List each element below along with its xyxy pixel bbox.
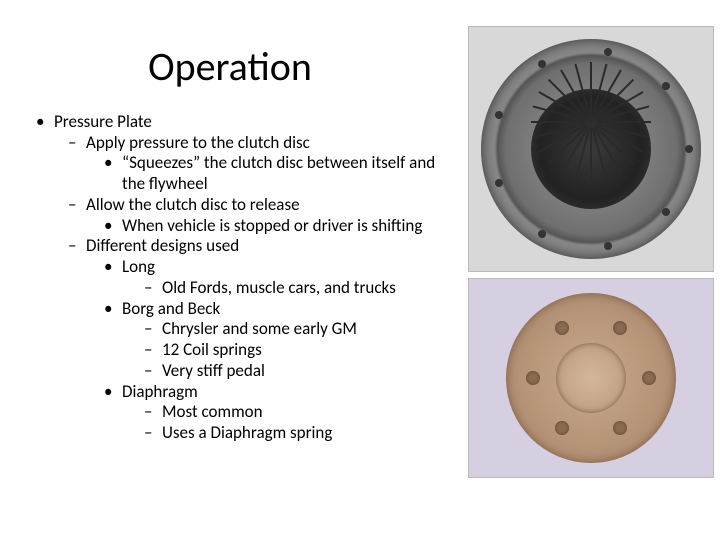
bullet-l3b-text: When vehicle is stopped or driver is shi… bbox=[122, 215, 422, 236]
bullet-l4: Most common bbox=[142, 402, 454, 423]
bullet-l3c1-text: Long bbox=[122, 256, 155, 277]
bullet-l2c-text: Different designs used bbox=[86, 235, 239, 256]
bullet-l2: Different designs used Long Old Fords, m… bbox=[66, 236, 454, 443]
pressure-plate-image-2 bbox=[468, 278, 714, 478]
bullet-l2: Apply pressure to the clutch disc “Squee… bbox=[66, 133, 454, 195]
bullet-l4c3b-text: Uses a Diaphragm spring bbox=[162, 422, 332, 443]
bullet-l4c3a-text: Most common bbox=[162, 401, 263, 422]
bullet-l3: Diaphragm Most common Uses a Diaphragm s… bbox=[102, 382, 454, 444]
bullet-l3: When vehicle is stopped or driver is shi… bbox=[102, 216, 454, 237]
content-area: Pressure Plate Apply pressure to the clu… bbox=[34, 112, 454, 444]
plate-graphic-2 bbox=[506, 293, 676, 463]
bullet-l4c2a-text: Chrysler and some early GM bbox=[162, 318, 357, 339]
bullet-l4: Uses a Diaphragm spring bbox=[142, 423, 454, 444]
bullet-l3: Borg and Beck Chrysler and some early GM… bbox=[102, 299, 454, 382]
bullet-l4: Old Fords, muscle cars, and trucks bbox=[142, 278, 454, 299]
bullet-l3c2-text: Borg and Beck bbox=[122, 298, 220, 319]
bullet-l4c2c-text: Very stiff pedal bbox=[162, 360, 265, 381]
bullet-l2: Allow the clutch disc to release When ve… bbox=[66, 195, 454, 236]
slide: Operation Pressure Plate Apply pressure … bbox=[0, 0, 720, 540]
bullet-l3: “Squeezes” the clutch disc between itsel… bbox=[102, 153, 454, 194]
plate-graphic-1 bbox=[481, 39, 701, 259]
bullet-l3: Long Old Fords, muscle cars, and trucks bbox=[102, 257, 454, 298]
bullet-l1-text: Pressure Plate bbox=[54, 111, 152, 132]
bullet-l3a-text: “Squeezes” the clutch disc between itsel… bbox=[122, 152, 435, 194]
plate-inner-1 bbox=[531, 89, 651, 209]
bullet-l2a-text: Apply pressure to the clutch disc bbox=[86, 132, 310, 153]
bullet-l4: Chrysler and some early GM bbox=[142, 319, 454, 340]
diaphragm-fins bbox=[531, 89, 651, 209]
image-area bbox=[468, 26, 714, 478]
bullet-l4: Very stiff pedal bbox=[142, 361, 454, 382]
plate-inner-2 bbox=[556, 343, 626, 413]
bullet-l4c1a-text: Old Fords, muscle cars, and trucks bbox=[162, 277, 396, 298]
bullet-l3c3-text: Diaphragm bbox=[122, 381, 198, 402]
bullet-l2b-text: Allow the clutch disc to release bbox=[86, 194, 300, 215]
bullet-l4c2b-text: 12 Coil springs bbox=[162, 339, 262, 360]
bullet-l1: Pressure Plate Apply pressure to the clu… bbox=[34, 112, 454, 444]
bullet-l4: 12 Coil springs bbox=[142, 340, 454, 361]
slide-title: Operation bbox=[0, 42, 460, 91]
pressure-plate-image-1 bbox=[468, 26, 714, 272]
